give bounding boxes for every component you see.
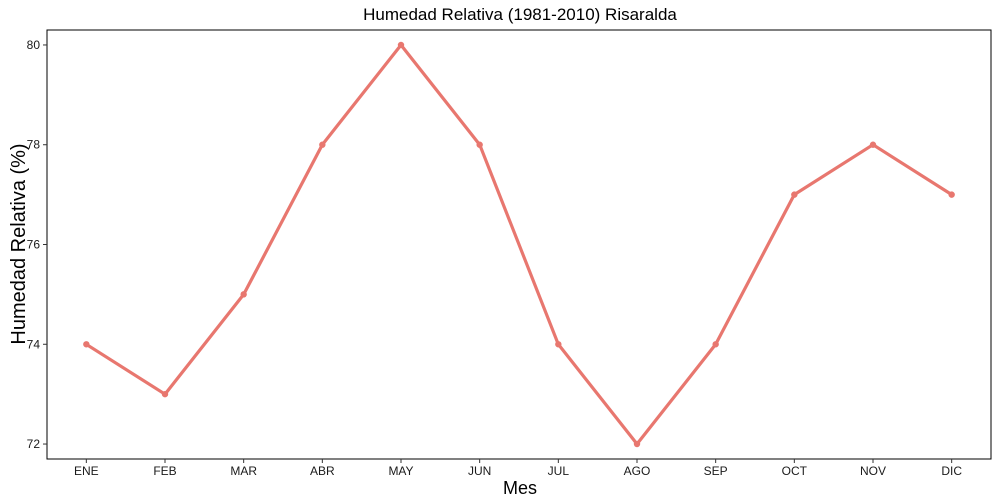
data-point bbox=[161, 390, 169, 398]
x-tick-label: FEB bbox=[153, 464, 176, 478]
x-tick-label: DIC bbox=[941, 464, 962, 478]
data-point bbox=[240, 291, 247, 298]
data-point bbox=[633, 440, 641, 448]
x-tick-label: OCT bbox=[782, 464, 808, 478]
x-tick-label: JUN bbox=[468, 464, 491, 478]
y-tick-label: 80 bbox=[27, 38, 41, 52]
data-point bbox=[83, 341, 90, 348]
series-layer bbox=[83, 41, 955, 448]
y-tick-label: 76 bbox=[27, 238, 41, 252]
x-tick-label: SEP bbox=[704, 464, 728, 478]
y-tick-label: 78 bbox=[27, 138, 41, 152]
y-axis-title: Humedad Relativa (%) bbox=[8, 143, 30, 344]
data-point bbox=[476, 141, 483, 148]
y-axis: 72 74 76 78 80 bbox=[27, 38, 47, 451]
x-axis: ENE FEB MAR ABR MAY JUN JUL AGO SEP OCT NOV DIC bbox=[74, 459, 962, 478]
data-point bbox=[397, 41, 405, 49]
chart-title: Humedad Relativa (1981-2010) Risaralda bbox=[363, 5, 677, 24]
x-tick-label: MAY bbox=[388, 464, 413, 478]
x-axis-title: Mes bbox=[503, 478, 537, 498]
x-tick-label: ENE bbox=[74, 464, 99, 478]
series-line bbox=[84, 43, 954, 446]
y-tick-label: 72 bbox=[27, 437, 41, 451]
x-tick-label: ABR bbox=[310, 464, 335, 478]
data-point bbox=[869, 141, 877, 148]
data-point bbox=[712, 341, 719, 348]
x-tick-label: NOV bbox=[860, 464, 886, 478]
y-tick-label: 74 bbox=[27, 337, 41, 351]
x-tick-label: AGO bbox=[624, 464, 651, 478]
data-point bbox=[555, 341, 562, 348]
data-point bbox=[319, 141, 326, 148]
x-tick-label: MAR bbox=[230, 464, 257, 478]
data-point bbox=[791, 191, 798, 198]
data-point bbox=[948, 191, 955, 198]
x-tick-label: JUL bbox=[548, 464, 570, 478]
